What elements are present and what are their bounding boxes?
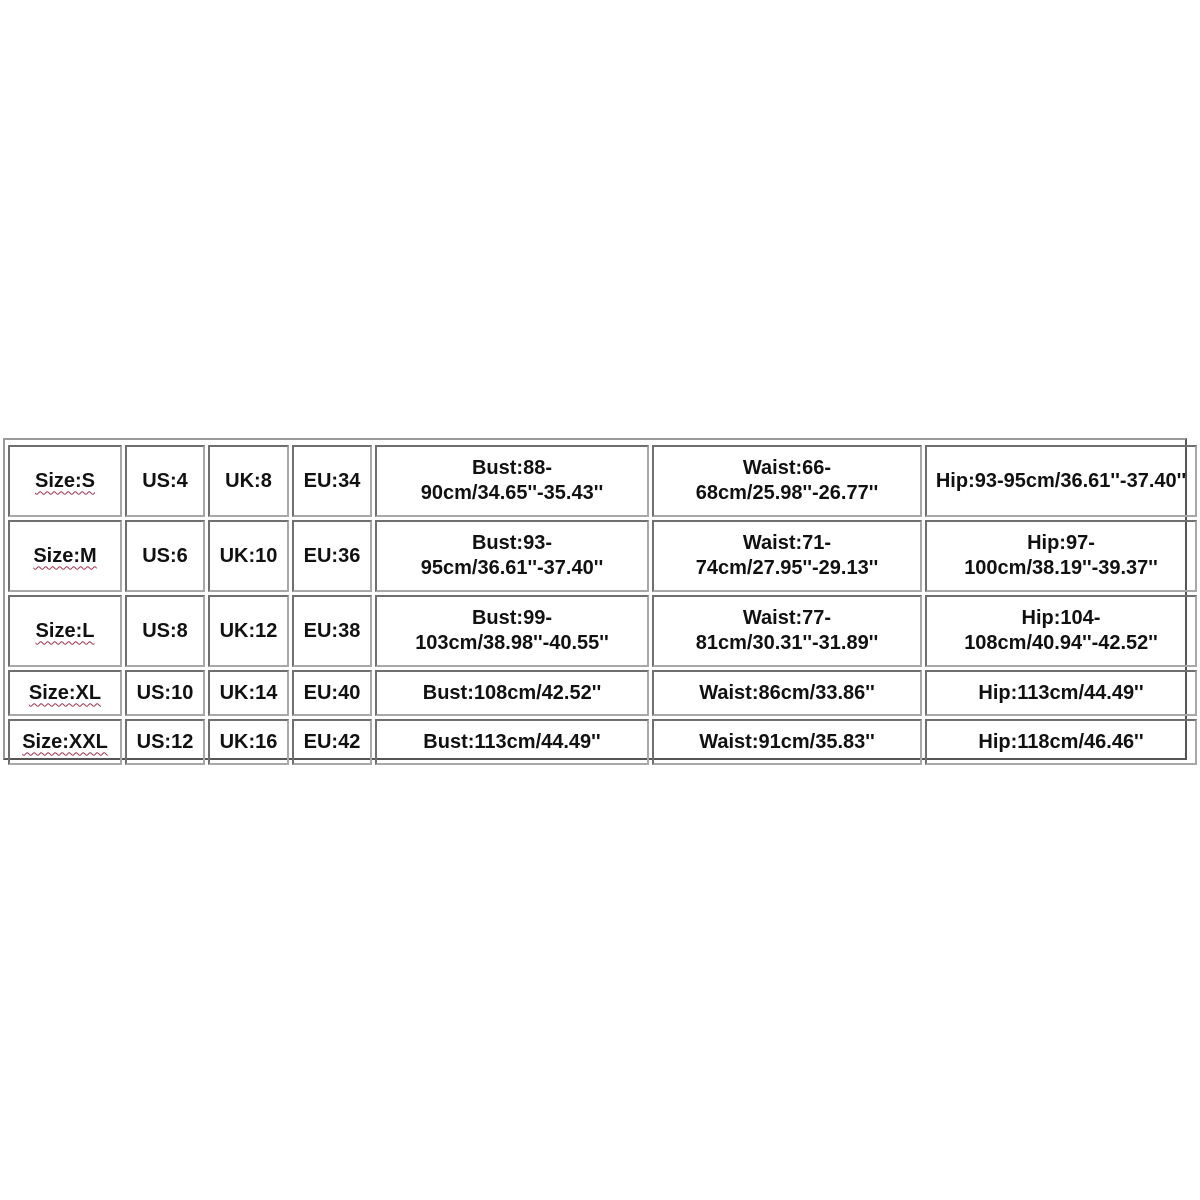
us-value: US:12 xyxy=(136,730,194,753)
us-value: US:4 xyxy=(142,469,188,492)
cell-size: Size:M xyxy=(8,520,122,592)
eu-value: EU:42 xyxy=(303,730,361,753)
bust-value: Bust:113cm/44.49'' xyxy=(423,730,601,753)
waist-value: Waist:66-68cm/25.98''-26.77'' xyxy=(695,457,879,504)
hip-value: Hip:118cm/46.46'' xyxy=(978,730,1144,753)
waist-value: Waist:86cm/33.86'' xyxy=(699,681,875,704)
cell-us: US:6 xyxy=(125,520,205,592)
uk-value: UK:10 xyxy=(219,544,278,567)
waist-value: Waist:71-74cm/27.95''-29.13'' xyxy=(695,532,879,579)
cell-bust: Bust:88-90cm/34.65''-35.43'' xyxy=(375,445,649,517)
cell-bust: Bust:113cm/44.49'' xyxy=(375,719,649,765)
cell-bust: Bust:108cm/42.52'' xyxy=(375,670,649,716)
cell-us: US:4 xyxy=(125,445,205,517)
cell-uk: UK:12 xyxy=(208,595,289,667)
cell-hip: Hip:104-108cm/40.94''-42.52'' xyxy=(925,595,1197,667)
cell-us: US:12 xyxy=(125,719,205,765)
waist-value: Waist:77-81cm/30.31''-31.89'' xyxy=(695,607,879,654)
cell-eu: EU:34 xyxy=(292,445,372,517)
uk-value: UK:12 xyxy=(219,619,278,642)
cell-waist: Waist:91cm/35.83'' xyxy=(652,719,922,765)
cell-waist: Waist:66-68cm/25.98''-26.77'' xyxy=(652,445,922,517)
uk-value: UK:8 xyxy=(225,469,272,492)
eu-value: EU:40 xyxy=(303,681,361,704)
waist-value: Waist:91cm/35.83'' xyxy=(699,730,875,753)
cell-hip: Hip:93-95cm/36.61''-37.40'' xyxy=(925,445,1197,517)
cell-hip: Hip:113cm/44.49'' xyxy=(925,670,1197,716)
bust-value: Bust:93-95cm/36.61''-37.40'' xyxy=(420,532,604,579)
size-value: Size:S xyxy=(34,469,96,492)
eu-value: EU:34 xyxy=(303,469,361,492)
cell-eu: EU:40 xyxy=(292,670,372,716)
size-value: Size:XL xyxy=(28,681,102,704)
cell-waist: Waist:71-74cm/27.95''-29.13'' xyxy=(652,520,922,592)
cell-eu: EU:36 xyxy=(292,520,372,592)
eu-value: EU:38 xyxy=(303,619,361,642)
eu-value: EU:36 xyxy=(303,544,361,567)
cell-eu: EU:38 xyxy=(292,595,372,667)
size-chart-grid: Size:S US:4 UK:8 EU:34 Bust:88-90cm/34.65''-… xyxy=(8,445,1197,765)
cell-uk: UK:8 xyxy=(208,445,289,517)
cell-waist: Waist:86cm/33.86'' xyxy=(652,670,922,716)
cell-us: US:8 xyxy=(125,595,205,667)
size-chart-table: Size:S US:4 UK:8 EU:34 Bust:88-90cm/34.65''-… xyxy=(3,438,1197,765)
size-value: Size:M xyxy=(33,544,97,567)
hip-value: Hip:93-95cm/36.61''-37.40'' xyxy=(935,469,1187,492)
cell-waist: Waist:77-81cm/30.31''-31.89'' xyxy=(652,595,922,667)
cell-uk: UK:10 xyxy=(208,520,289,592)
bust-value: Bust:99-103cm/38.98''-40.55'' xyxy=(415,607,609,654)
cell-bust: Bust:93-95cm/36.61''-37.40'' xyxy=(375,520,649,592)
cell-hip: Hip:97-100cm/38.19''-39.37'' xyxy=(925,520,1197,592)
cell-us: US:10 xyxy=(125,670,205,716)
cell-hip: Hip:118cm/46.46'' xyxy=(925,719,1197,765)
cell-eu: EU:42 xyxy=(292,719,372,765)
uk-value: UK:14 xyxy=(219,681,278,704)
hip-value: Hip:113cm/44.49'' xyxy=(978,681,1144,704)
hip-value: Hip:104-108cm/40.94''-42.52'' xyxy=(964,607,1158,654)
bust-value: Bust:108cm/42.52'' xyxy=(422,681,602,704)
cell-size: Size:S xyxy=(8,445,122,517)
cell-size: Size:L xyxy=(8,595,122,667)
cell-uk: UK:16 xyxy=(208,719,289,765)
us-value: US:10 xyxy=(136,681,194,704)
uk-value: UK:16 xyxy=(219,730,278,753)
us-value: US:6 xyxy=(142,544,188,567)
size-value: Size:XXL xyxy=(22,730,108,753)
hip-value: Hip:97-100cm/38.19''-39.37'' xyxy=(964,532,1158,579)
cell-uk: UK:14 xyxy=(208,670,289,716)
bust-value: Bust:88-90cm/34.65''-35.43'' xyxy=(420,457,604,504)
cell-bust: Bust:99-103cm/38.98''-40.55'' xyxy=(375,595,649,667)
cell-size: Size:XXL xyxy=(8,719,122,765)
cell-size: Size:XL xyxy=(8,670,122,716)
us-value: US:8 xyxy=(142,619,188,642)
size-value: Size:L xyxy=(35,619,95,642)
